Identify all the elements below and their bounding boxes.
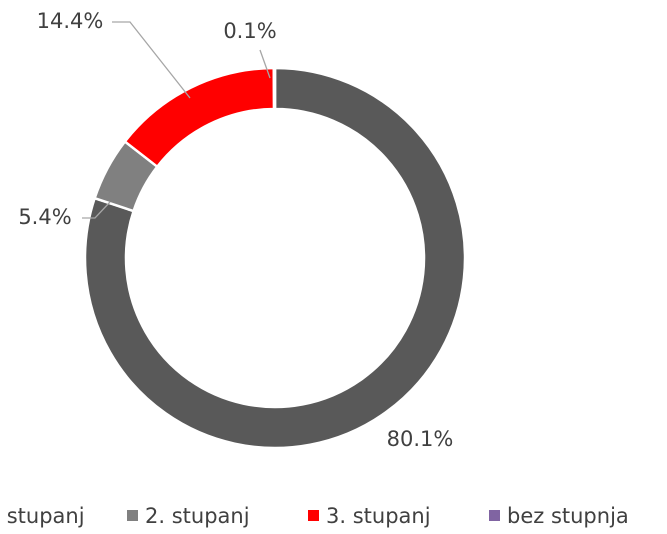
legend-label: 2. stupanj	[145, 504, 250, 528]
leader-line	[112, 21, 191, 99]
legend-marker	[489, 510, 500, 521]
legend-label: 3. stupanj	[326, 504, 431, 528]
legend-label: bez stupnja	[507, 504, 629, 528]
data-label: 5.4%	[18, 205, 71, 229]
data-label: 14.4%	[37, 9, 104, 33]
donut-slice	[123, 66, 276, 169]
data-label: 80.1%	[387, 427, 454, 451]
data-label: 0.1%	[223, 19, 276, 43]
legend-marker	[127, 510, 138, 521]
leader-line	[82, 201, 111, 219]
legend-label: 1. stupanj	[0, 504, 85, 528]
legend-marker	[308, 510, 319, 521]
donut-slice	[83, 66, 467, 450]
leader-line	[259, 49, 271, 79]
donut-slice	[272, 66, 277, 111]
